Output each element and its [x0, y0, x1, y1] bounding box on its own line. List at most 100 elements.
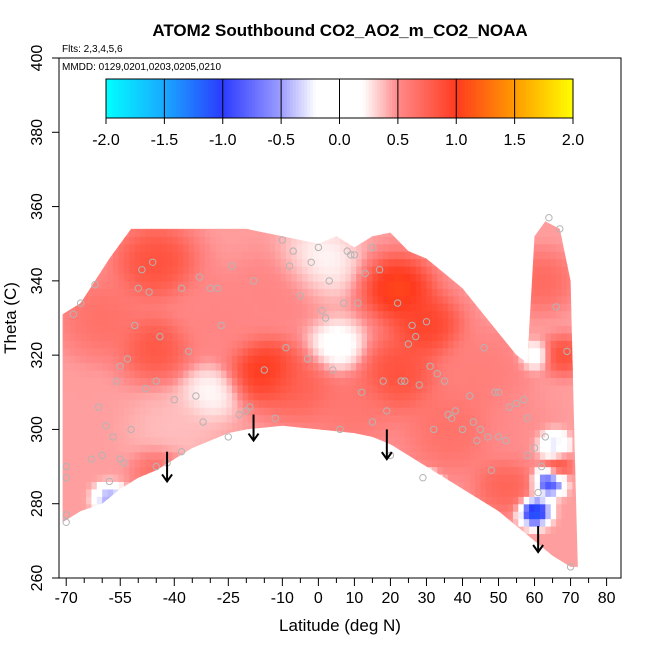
field-cell [86, 310, 93, 319]
field-cell [329, 429, 336, 438]
field-cell [556, 355, 563, 364]
field-cell [62, 266, 65, 275]
field-cell [64, 280, 71, 289]
field-cell [145, 571, 151, 579]
field-cell [285, 414, 292, 423]
field-cell [280, 236, 287, 245]
field-cell [394, 280, 401, 289]
field-cell [69, 488, 76, 497]
field-cell [496, 436, 503, 445]
field-cell [75, 362, 82, 371]
field-cell [442, 466, 449, 475]
field-cell [345, 325, 352, 334]
field-cell [329, 236, 336, 245]
field-cell [107, 488, 114, 497]
field-cell [123, 288, 130, 297]
field-cell [96, 340, 103, 349]
field-cell [534, 459, 541, 468]
field-cell [64, 526, 71, 535]
observation-point [484, 433, 492, 441]
field-cell [280, 436, 287, 445]
field-cell [523, 355, 530, 364]
field-cell [415, 511, 422, 520]
field-cell [156, 318, 163, 327]
field-cell [404, 303, 411, 312]
field-cell [302, 399, 309, 408]
field-cell [312, 258, 319, 267]
field-cell [491, 332, 498, 341]
field-cell [561, 310, 568, 319]
field-cell [167, 221, 174, 223]
field-cell [577, 399, 578, 408]
field-cell [507, 555, 514, 564]
field-cell [275, 318, 282, 327]
observation-point [98, 451, 106, 460]
field-cell [350, 258, 357, 267]
field-cell [545, 310, 552, 319]
field-cell [431, 481, 438, 490]
field-cell [150, 563, 157, 567]
field-cell [377, 318, 384, 327]
field-cell [507, 436, 514, 445]
field-cell [307, 266, 314, 275]
field-cell [377, 288, 384, 297]
field-cell [86, 451, 93, 460]
field-cell [296, 488, 303, 497]
field-cell [475, 332, 482, 341]
field-cell [534, 221, 541, 223]
field-cell [123, 325, 130, 334]
field-cell [529, 436, 536, 445]
field-cell [204, 414, 211, 423]
field-cell [464, 392, 471, 401]
field-cell [448, 340, 455, 349]
field-cell [404, 459, 411, 468]
field-cell [561, 488, 568, 497]
field-cell [491, 451, 498, 460]
field-cell [377, 429, 384, 438]
field-cell [508, 207, 514, 215]
field-cell [269, 221, 276, 230]
field-cell [140, 280, 147, 289]
field-cell [64, 325, 71, 334]
field-cell [566, 518, 573, 527]
field-cell [129, 355, 136, 364]
field-cell [123, 563, 130, 567]
field-cell [485, 533, 492, 542]
field-cell [264, 288, 271, 297]
field-cell [113, 332, 120, 341]
field-cell [491, 325, 498, 334]
field-cell [80, 533, 87, 542]
field-cell [183, 555, 190, 564]
field-cell [161, 422, 168, 431]
field-cell [372, 251, 379, 260]
field-cell [475, 503, 482, 512]
field-cell [210, 466, 217, 475]
field-cell [62, 243, 65, 252]
field-cell [486, 571, 492, 579]
field-cell [399, 228, 406, 237]
field-cell [75, 571, 81, 579]
field-cell [448, 384, 455, 393]
field-cell [96, 310, 103, 319]
field-cell [135, 207, 141, 215]
field-cell [156, 436, 163, 445]
field-cell [215, 459, 222, 468]
field-cell [150, 228, 157, 237]
field-cell [237, 392, 244, 401]
field-cell [312, 288, 319, 297]
field-cell [480, 288, 487, 297]
field-cell [258, 280, 265, 289]
field-cell [199, 548, 206, 557]
field-cell [221, 243, 228, 252]
field-cell [523, 251, 530, 260]
field-cell [458, 444, 465, 453]
field-cell [404, 481, 411, 490]
field-cell [410, 466, 417, 475]
field-cell [415, 540, 422, 549]
field-cell [458, 429, 465, 438]
field-cell [75, 280, 82, 289]
field-cell [534, 347, 541, 356]
field-cell [80, 228, 87, 237]
field-cell [394, 548, 401, 557]
field-cell [583, 311, 589, 319]
